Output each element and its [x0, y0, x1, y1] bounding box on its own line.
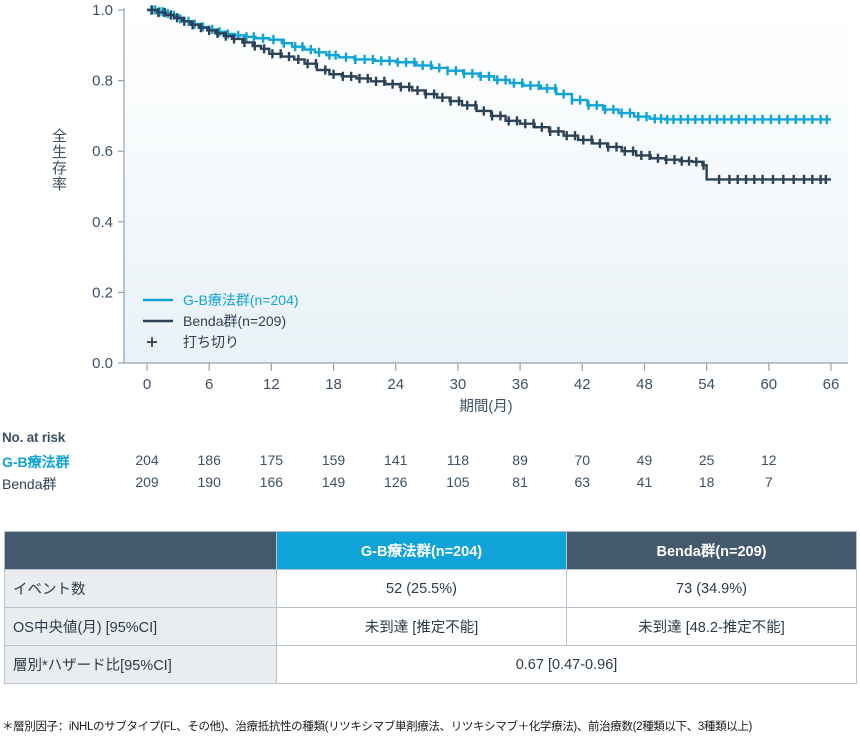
x-tick-label: 48: [636, 376, 653, 393]
y-axis-title-text: 全生存率: [50, 128, 67, 192]
x-tick-label: 18: [325, 376, 342, 393]
plot-background: [124, 8, 848, 363]
table-row: OS中央値(月) [95%CI] 未到達 [推定不能] 未到達 [48.2-推定…: [4, 607, 857, 646]
risk-row-label-benda: Benda群: [2, 476, 57, 492]
x-tick-label: 60: [760, 376, 777, 393]
x-tick-label: 42: [574, 376, 591, 393]
summary-rowlabel-median-os: OS中央値(月) [95%CI]: [4, 607, 277, 646]
censor-marks-benda: [150, 5, 828, 185]
risk-count: 49: [636, 452, 653, 468]
x-axis: 0 6 12 18 24 30 36 42 48 54 60 66: [124, 362, 848, 393]
risk-count: 190: [197, 474, 221, 490]
risk-count: 186: [197, 452, 221, 468]
x-axis-title: 期間(月): [459, 398, 512, 415]
y-axis-title: 全生存率: [48, 128, 70, 197]
summary-header-gb: G-B療法群(n=204): [276, 531, 567, 570]
y-axis: 0.0 0.2 0.4 0.6 0.8 1.0: [92, 2, 125, 372]
chart-legend: G-B療法群(n=204) Benda群(n=209) 打ち切り: [143, 292, 299, 350]
summary-value-events-benda: 73 (34.9%): [566, 569, 857, 608]
y-tick-label: 0.6: [92, 143, 113, 160]
y-tick-label: 1.0: [92, 2, 113, 19]
summary-rowlabel-hazard-ratio: 層別*ハザード比[95%CI]: [4, 645, 277, 684]
legend-label-2: 打ち切り: [183, 334, 239, 350]
x-tick-label: 54: [698, 376, 715, 393]
risk-count: 41: [636, 474, 653, 490]
table-row: イベント数 52 (25.5%) 73 (34.9%): [4, 569, 857, 608]
y-tick-label: 0.2: [92, 284, 113, 301]
summary-table-header-row: G-B療法群(n=204) Benda群(n=209): [4, 531, 857, 570]
risk-row-label-gb: G-B療法群: [2, 454, 70, 470]
risk-count: 12: [761, 452, 777, 468]
risk-count: 141: [384, 452, 408, 468]
risk-count: 209: [135, 474, 159, 490]
x-tick-label: 12: [263, 376, 280, 393]
risk-count: 70: [574, 452, 591, 468]
no-at-risk-block: No. at risk G-B療法群 204 186 175 159 141 118 89 7…: [0, 430, 860, 510]
risk-count: 204: [135, 452, 159, 468]
risk-count: 25: [698, 452, 715, 468]
risk-count: 81: [512, 474, 528, 490]
summary-rowlabel-events: イベント数: [4, 569, 277, 608]
summary-header-blank: [4, 531, 277, 570]
risk-count: 149: [321, 474, 346, 490]
risk-count: 118: [446, 452, 470, 468]
survival-chart-figure: 0.0 0.2 0.4 0.6 0.8 1.0 0 6 12 18 24 30 36 42 48 54 60 6…: [48, 2, 848, 415]
y-tick-label: 0.0: [92, 355, 113, 372]
survival-curves: [147, 5, 831, 185]
summary-header-benda: Benda群(n=209): [566, 531, 857, 570]
censor-marks-gb: [149, 5, 829, 125]
risk-count: 7: [764, 474, 773, 490]
legend-label-0: G-B療法群(n=204): [183, 292, 299, 308]
legend-label-1: Benda群(n=209): [183, 313, 286, 329]
x-tick-label: 66: [823, 376, 840, 393]
summary-value-hazard-ratio: 0.67 [0.47-0.96]: [276, 645, 857, 684]
summary-value-median-os-gb: 未到達 [推定不能]: [276, 607, 567, 646]
summary-table: G-B療法群(n=204) Benda群(n=209) イベント数 52 (25…: [4, 531, 857, 684]
no-at-risk-title: No. at risk: [2, 430, 66, 445]
risk-count: 105: [446, 474, 470, 490]
summary-value-median-os-benda: 未到達 [48.2-推定不能]: [566, 607, 857, 646]
risk-row-gb: G-B療法群 204 186 175 159 141 118 89 70 49 25 12: [0, 452, 860, 472]
x-tick-label: 6: [205, 376, 213, 393]
y-tick-label: 0.4: [92, 214, 113, 231]
x-tick-label: 36: [512, 376, 529, 393]
summary-value-events-gb: 52 (25.5%): [276, 569, 567, 608]
x-tick-label: 0: [143, 376, 151, 393]
risk-count: 159: [321, 452, 346, 468]
footnote: ＊層別因子：iNHLのサブタイプ(FL、その他)、治療抵抗性の種類(リツキシマブ…: [2, 721, 752, 733]
y-tick-label: 0.8: [92, 73, 113, 90]
kaplan-meier-plot: 0.0 0.2 0.4 0.6 0.8 1.0 0 6 12 18 24 30 36 42 48 54 60 6…: [92, 2, 848, 415]
survival-curve-benda: [147, 8, 831, 181]
risk-count: 18: [698, 474, 715, 490]
risk-count: 126: [384, 474, 408, 490]
risk-count: 63: [574, 474, 591, 490]
risk-count: 175: [259, 452, 284, 468]
risk-row-benda: Benda群 209 190 166 149 126 105 81 63 41 18 7: [0, 474, 860, 494]
risk-count: 89: [512, 452, 528, 468]
table-row: 層別*ハザード比[95%CI] 0.67 [0.47-0.96]: [4, 645, 857, 684]
x-tick-label: 30: [450, 376, 467, 393]
risk-count: 166: [259, 474, 284, 490]
x-tick-label: 24: [387, 376, 404, 393]
